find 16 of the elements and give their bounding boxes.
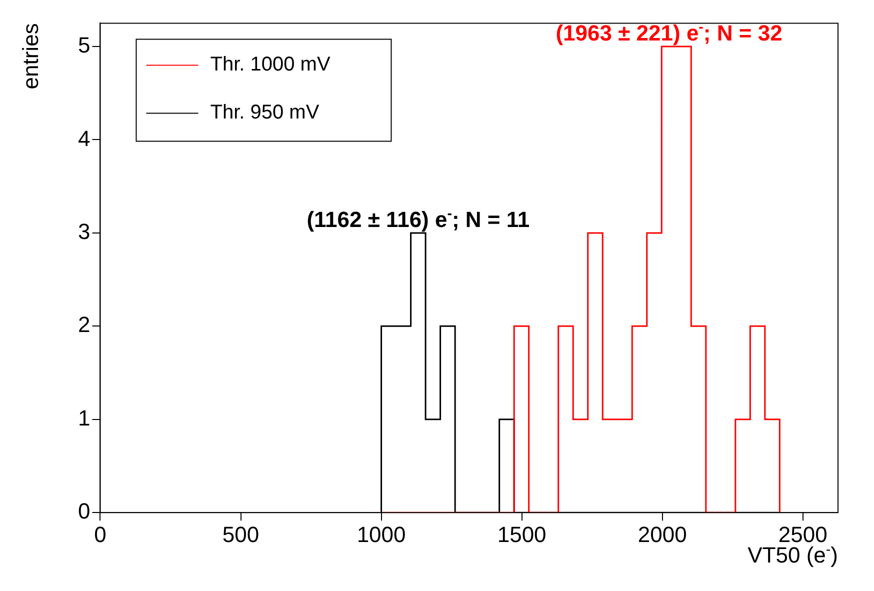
legend-label: Thr. 950 mV (210, 102, 320, 124)
y-tick-label: 1 (78, 405, 90, 430)
x-tick-label: 500 (222, 522, 260, 547)
y-tick-label: 5 (78, 32, 90, 58)
legend-label: Thr. 1000 mV (210, 54, 331, 76)
y-axis-title: entries (18, 23, 44, 90)
x-tick-label: 2000 (638, 522, 687, 547)
x-tick-label: 1000 (356, 522, 406, 547)
y-tick-label: 0 (78, 498, 90, 524)
y-tick-label: 2 (78, 312, 90, 338)
y-tick-label: 3 (78, 219, 90, 244)
annotation: (1162 ± 116) e-; N = 11 (306, 206, 530, 232)
annotation: (1963 ± 221) e-; N = 32 (556, 20, 782, 46)
x-tick-label: 1500 (497, 522, 546, 547)
y-tick-label: 4 (78, 126, 90, 151)
x-tick-label: 0 (94, 522, 106, 547)
